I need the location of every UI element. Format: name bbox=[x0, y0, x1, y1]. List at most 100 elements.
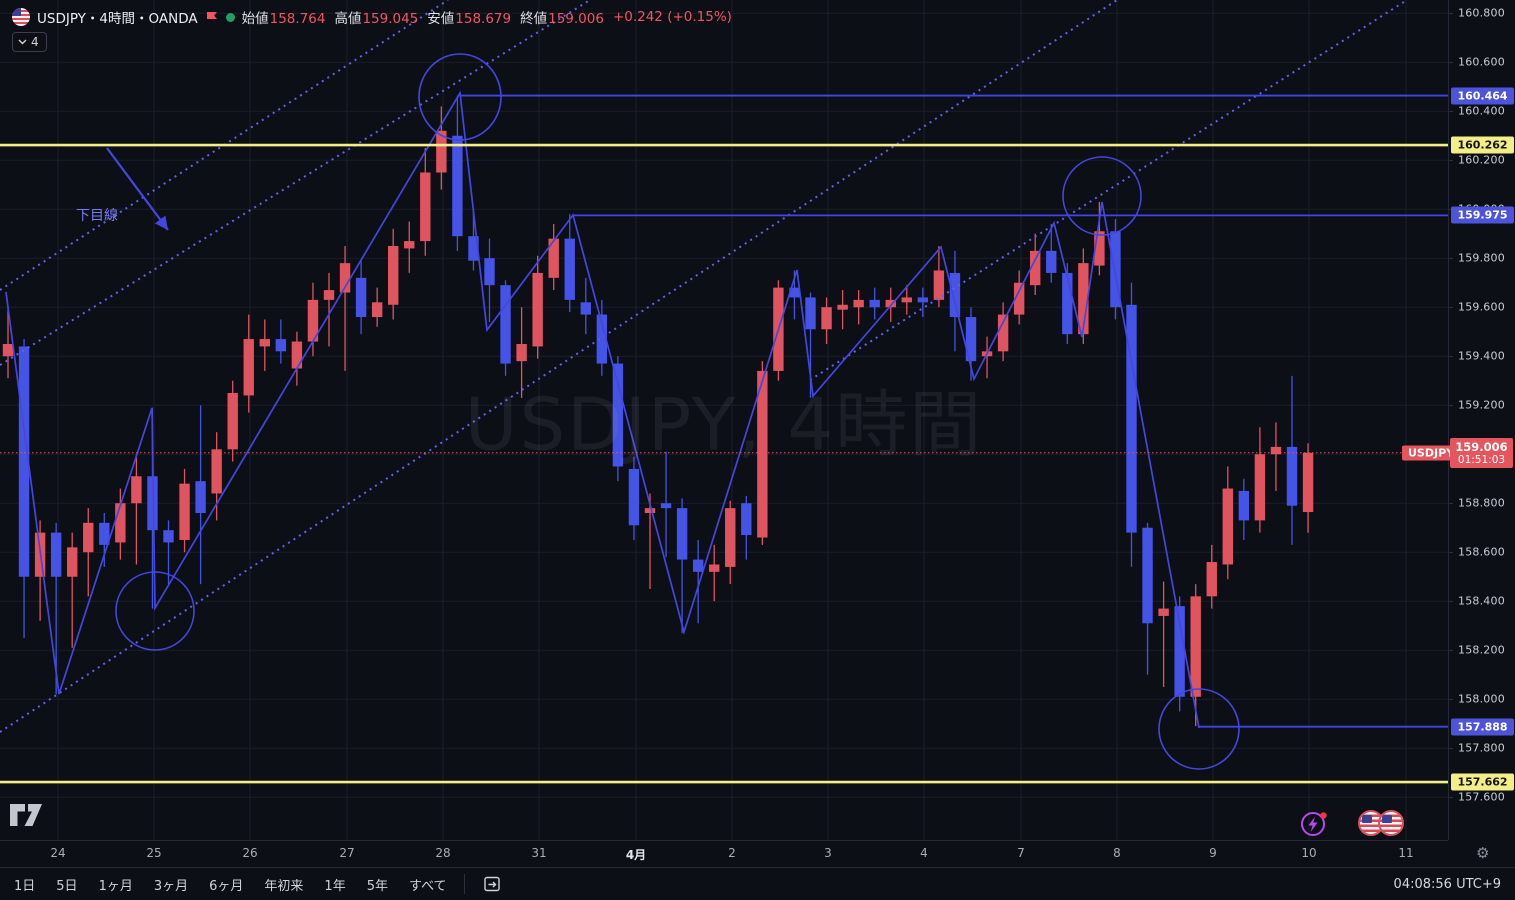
candle-body bbox=[821, 307, 832, 330]
candle-body bbox=[371, 302, 383, 318]
bar-countdown: 01:51:03 bbox=[1457, 453, 1506, 466]
candle-body bbox=[18, 346, 30, 577]
candle-body bbox=[1254, 454, 1266, 521]
price-axis-tick bbox=[1449, 552, 1453, 554]
candle-body bbox=[484, 258, 495, 286]
candle-body bbox=[2, 343, 14, 357]
circle-drawing[interactable] bbox=[115, 571, 195, 651]
interval-selector[interactable]: 4 bbox=[12, 32, 47, 52]
price-axis-tick bbox=[1449, 111, 1453, 113]
candle-body bbox=[115, 503, 126, 543]
clock[interactable]: 04:08:56 UTC+9 bbox=[1393, 876, 1501, 892]
circle-drawing[interactable] bbox=[1062, 156, 1142, 236]
arrow-drawing[interactable] bbox=[106, 147, 169, 231]
interval-value: 4 bbox=[31, 35, 39, 49]
time-axis-label: 25 bbox=[146, 846, 162, 860]
candle-body bbox=[83, 522, 94, 553]
price-axis-tick bbox=[1449, 601, 1453, 603]
tradingview-logo[interactable] bbox=[8, 802, 44, 828]
chevron-down-icon bbox=[18, 39, 27, 45]
go-to-date-icon[interactable] bbox=[482, 874, 502, 894]
candle-body bbox=[211, 449, 222, 494]
axis-settings-gear-icon[interactable]: ⚙ bbox=[1476, 844, 1490, 862]
time-axis-label: 24 bbox=[50, 846, 66, 860]
time-axis-label: 7 bbox=[1017, 846, 1025, 860]
candle-body bbox=[660, 503, 672, 509]
range-button[interactable]: 1日 bbox=[14, 878, 36, 894]
price-axis-tick bbox=[1449, 13, 1453, 15]
price-axis-tick bbox=[1449, 503, 1453, 505]
price-axis-label: 158.600 bbox=[1458, 545, 1505, 559]
time-axis-label: 27 bbox=[339, 846, 355, 860]
price-axis-label: 160.600 bbox=[1458, 55, 1505, 69]
market-status-icon[interactable] bbox=[225, 12, 235, 22]
candle-body bbox=[163, 530, 174, 543]
candle-body bbox=[580, 302, 591, 315]
candle-body bbox=[628, 468, 640, 526]
range-button[interactable]: 年初来 bbox=[264, 878, 304, 894]
price-axis-tick bbox=[1449, 699, 1453, 701]
time-axis-label: 3 bbox=[824, 846, 832, 860]
candle-body bbox=[516, 343, 527, 362]
candle-body bbox=[741, 503, 752, 536]
candle-body bbox=[725, 508, 736, 567]
candle-body bbox=[869, 299, 880, 308]
candle-body bbox=[1158, 608, 1169, 616]
current-price-value: 159.006 bbox=[1455, 439, 1508, 454]
candle-body bbox=[1238, 490, 1250, 521]
price-axis-tick bbox=[1449, 405, 1453, 407]
range-button[interactable]: すべて bbox=[408, 878, 447, 894]
time-axis-label: 28 bbox=[435, 846, 451, 860]
time-axis-label: 9 bbox=[1209, 846, 1217, 860]
range-button[interactable]: 6ヶ月 bbox=[209, 878, 244, 894]
time-axis-label: 26 bbox=[242, 846, 258, 860]
time-axis[interactable]: 24 25 26 27 28 31 4月 2 3 4 7 8 9 10 11 bbox=[0, 840, 1448, 868]
time-axis-label: 4月 bbox=[625, 848, 647, 862]
price-axis[interactable]: 160.800160.600160.400160.200160.000159.8… bbox=[1448, 0, 1515, 840]
economic-events-icon[interactable] bbox=[1299, 809, 1329, 839]
candle-body bbox=[50, 532, 62, 577]
us-event-flag-icon[interactable] bbox=[1378, 810, 1404, 836]
price-axis-tick bbox=[1449, 797, 1453, 799]
zigzag-drawing[interactable] bbox=[5, 90, 1200, 729]
circle-drawing[interactable] bbox=[1158, 688, 1240, 770]
candle-body bbox=[452, 135, 463, 237]
level-price-badge: 160.262 bbox=[1451, 136, 1514, 154]
candle-body bbox=[500, 285, 511, 364]
current-price-symbol-badge: USDJPY bbox=[1402, 445, 1461, 461]
candle-body bbox=[275, 339, 287, 352]
candle-body bbox=[147, 476, 158, 531]
price-axis-tick bbox=[1449, 356, 1453, 358]
candle-body bbox=[692, 559, 704, 572]
ohlc-field: 終値159.006 bbox=[520, 11, 604, 27]
range-button[interactable]: 5日 bbox=[56, 878, 78, 894]
range-button[interactable]: 3ヶ月 bbox=[153, 878, 189, 894]
range-button[interactable]: 1ヶ月 bbox=[98, 878, 133, 894]
candle-body bbox=[933, 270, 945, 300]
dotted-trendline[interactable] bbox=[809, 0, 1408, 381]
candle-body bbox=[339, 263, 351, 293]
dotted-trendline[interactable] bbox=[0, 0, 1118, 733]
time-axis-label: 4 bbox=[920, 846, 928, 860]
candle-body bbox=[404, 241, 415, 249]
candle-body bbox=[949, 272, 961, 318]
candle-body bbox=[564, 238, 575, 300]
trend-annotation-text[interactable]: 下目線 bbox=[76, 208, 118, 224]
candle-body bbox=[1270, 446, 1282, 455]
symbol-title[interactable]: USDJPY・4時間・OANDA bbox=[37, 11, 198, 27]
price-change: +0.242 (+0.15%) bbox=[612, 9, 732, 25]
range-button[interactable]: 5年 bbox=[366, 878, 388, 894]
price-chart-canvas[interactable] bbox=[0, 0, 1448, 840]
time-axis-label: 31 bbox=[531, 846, 547, 860]
candle-body bbox=[1222, 488, 1233, 565]
circle-drawing[interactable] bbox=[418, 53, 502, 141]
candle-body bbox=[532, 272, 543, 347]
candle-body bbox=[644, 508, 656, 514]
time-axis-label: 8 bbox=[1113, 846, 1121, 860]
flagged-symbol-icon[interactable] bbox=[205, 10, 219, 24]
price-axis-tick bbox=[1449, 748, 1453, 750]
range-button[interactable]: 1年 bbox=[324, 878, 346, 894]
candle-body bbox=[259, 339, 270, 347]
candle-body bbox=[323, 290, 335, 300]
